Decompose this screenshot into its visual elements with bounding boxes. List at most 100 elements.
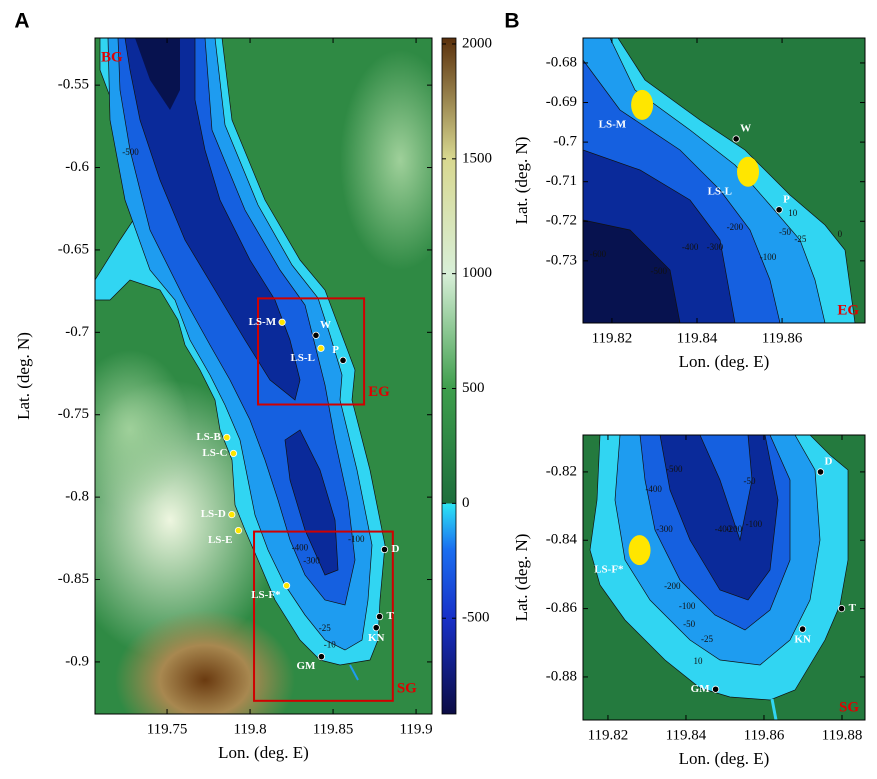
y-tick-label: -0.73 (546, 252, 577, 268)
site-label: LS-M (249, 316, 277, 328)
inset-box-label: EG (368, 384, 390, 400)
region-label: SG (839, 699, 859, 715)
contour-label: -300 (656, 524, 673, 534)
site-marker (278, 318, 286, 326)
contour-label: -100 (760, 252, 777, 262)
contour-label: -25 (319, 623, 331, 633)
x-tick-label: 119.85 (313, 721, 354, 737)
contour-label: -100 (746, 519, 763, 529)
site-marker (380, 545, 389, 554)
site-marker (732, 135, 740, 143)
contour-label: -50 (779, 227, 791, 237)
y-axis-label: Lat. (deg. N) (14, 332, 33, 420)
site-label: W (320, 319, 331, 331)
contour-label: -400 (682, 242, 699, 252)
panel: -600 -500 -400 -300-200 -100 -50-25 10 0 LS-M W LS… (504, 10, 866, 371)
contour-label: -200 (726, 524, 743, 534)
region-label: EG (837, 302, 859, 318)
inset-box (253, 530, 394, 702)
inset-box-label: SG (397, 680, 417, 696)
axes-frame (582, 434, 866, 721)
x-axis-label: Lon. (deg. E) (679, 352, 770, 371)
contour-label: -100 (348, 534, 365, 544)
site-label: W (740, 122, 751, 134)
contour-label: -300 (303, 555, 320, 565)
site-marker (317, 653, 326, 661)
site-label: LS-F* (594, 564, 624, 576)
y-tick-label: -0.82 (546, 463, 577, 479)
site-label: LS-F* (251, 589, 281, 601)
site-marker (312, 331, 320, 339)
site-patch (631, 89, 654, 120)
x-tick-label: 119.75 (147, 721, 188, 737)
y-tick-label: -0.7 (553, 134, 577, 150)
y-axis-label: Lat. (deg. N) (512, 137, 531, 225)
site-marker (372, 624, 380, 632)
site-marker (375, 613, 384, 621)
site-label: LS-M (599, 118, 627, 130)
colorbar-tick-label: -500 (462, 610, 490, 626)
site-marker (229, 449, 238, 458)
y-tick-label: -0.65 (58, 241, 89, 257)
site-label: LS-E (208, 534, 232, 546)
site-label: KN (794, 634, 811, 646)
contour-label: -400 (292, 542, 309, 552)
site-patch (628, 535, 651, 566)
x-tick-label: 119.86 (762, 330, 803, 346)
contour-label: 0 (838, 229, 843, 239)
y-tick-label: -0.71 (546, 173, 577, 189)
site-marker (282, 582, 291, 590)
contour-label: 10 (788, 208, 798, 218)
site-marker (339, 356, 347, 364)
colorbar (441, 37, 457, 715)
x-tick-label: 119.82 (592, 330, 633, 346)
y-tick-label: -0.8 (65, 489, 89, 505)
map-b-sg (583, 435, 865, 720)
panel: -500 -400 -300 -100 -25 -10 EG SG LS-M W LS-L P LS-B… (14, 10, 433, 762)
site-marker (798, 625, 807, 633)
site-marker (223, 433, 231, 442)
x-tick-label: 119.8 (233, 721, 266, 737)
colorbar-tick-label: 2000 (462, 35, 492, 51)
inset-box (257, 297, 366, 406)
contour-label: -50 (744, 476, 756, 486)
x-axis-label: Lon. (deg. E) (679, 749, 770, 768)
y-tick-label: -0.7 (65, 324, 89, 340)
y-tick-label: -0.86 (546, 600, 578, 616)
contour-label: -300 (707, 242, 724, 252)
contour-label: -25 (701, 634, 713, 644)
site-marker (837, 604, 846, 613)
y-tick-label: -0.85 (58, 571, 89, 587)
site-label: LS-C (202, 447, 227, 459)
y-axis-label: Lat. (deg. N) (512, 534, 531, 622)
site-marker (234, 526, 243, 535)
site-marker (775, 206, 783, 214)
contour-label: -400 (645, 484, 662, 494)
contour-label: -25 (794, 234, 806, 244)
y-tick-label: -0.55 (58, 77, 89, 93)
site-label: T (387, 610, 395, 622)
x-tick-label: 119.84 (677, 330, 718, 346)
contour-label: -500 (650, 266, 667, 276)
contour-label: -400 (715, 524, 732, 534)
contour-label: -50 (683, 619, 695, 629)
y-tick-label: -0.84 (546, 532, 578, 548)
colorbar-tick-label: 500 (462, 380, 485, 396)
y-tick-label: -0.9 (65, 653, 89, 669)
site-marker (317, 344, 325, 352)
site-label: D (825, 455, 833, 467)
site-marker (816, 468, 825, 476)
colorbar-tick-label: 1000 (462, 265, 492, 281)
axes-frame (582, 37, 866, 324)
contour-label: -500 (122, 147, 139, 157)
x-tick-label: 119.9 (399, 721, 432, 737)
contour-label: -10 (324, 640, 336, 650)
x-tick-label: 119.88 (822, 727, 863, 743)
site-label: KN (368, 632, 385, 644)
colorbar-tick-label: 0 (462, 495, 470, 511)
site-label: GM (296, 660, 316, 672)
site-label: LS-D (201, 508, 226, 520)
site-label: T (849, 602, 857, 614)
panel-label: A (14, 10, 29, 33)
x-tick-label: 119.84 (666, 727, 707, 743)
